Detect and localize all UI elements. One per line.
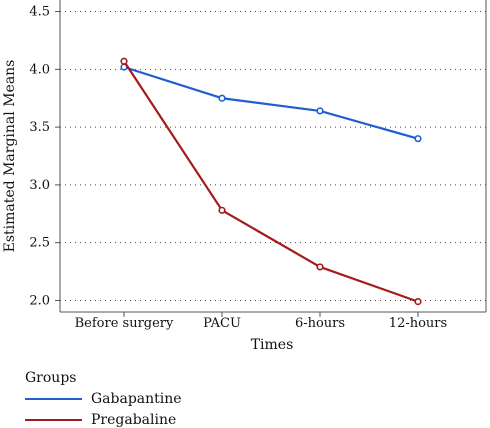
data-point-gabapantine [218, 94, 226, 102]
axes [59, 0, 487, 313]
data-point-pregabaline [414, 298, 422, 306]
x-tick-label: Before surgery [75, 316, 174, 331]
y-tick-label: 3.0 [29, 178, 50, 193]
x-tick-label: PACU [203, 316, 241, 331]
y-axis-title: Estimated Marginal Means [2, 60, 18, 253]
data-point-gabapantine [414, 135, 422, 143]
legend: Groups Gabapantine Pregabaline [25, 370, 182, 428]
series-line-gabapantine [123, 65, 419, 140]
legend-label-pregabaline: Pregabaline [91, 412, 176, 428]
series-group [120, 57, 422, 306]
x-tick-label: 12-hours [389, 316, 447, 331]
y-tick-label: 4.0 [29, 62, 50, 77]
data-point-pregabaline [316, 263, 324, 271]
y-tick-labels: 2.0 2.5 3.0 3.5 4.0 4.5 [29, 5, 60, 308]
x-tick-label: 6-hours [295, 316, 345, 331]
data-point-pregabaline [120, 57, 128, 65]
data-point-gabapantine [316, 107, 324, 115]
y-tick-label: 4.5 [29, 5, 50, 20]
y-tick-label: 2.5 [29, 236, 50, 251]
series-line-pregabaline [123, 60, 419, 303]
grid-lines [60, 11, 486, 301]
y-tick-label: 3.5 [29, 120, 50, 135]
legend-label-gabapantine: Gabapantine [91, 391, 182, 407]
y-tick-label: 2.0 [29, 293, 50, 308]
x-axis-title: Times [251, 337, 294, 353]
legend-title: Groups [25, 370, 76, 386]
data-point-pregabaline [218, 206, 226, 214]
x-tick-labels: Before surgery PACU 6-hours 12-hours [75, 312, 447, 331]
